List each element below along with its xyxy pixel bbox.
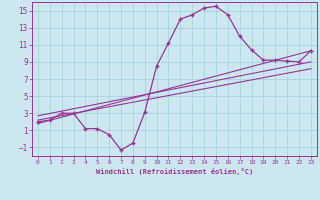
X-axis label: Windchill (Refroidissement éolien,°C): Windchill (Refroidissement éolien,°C) bbox=[96, 168, 253, 175]
